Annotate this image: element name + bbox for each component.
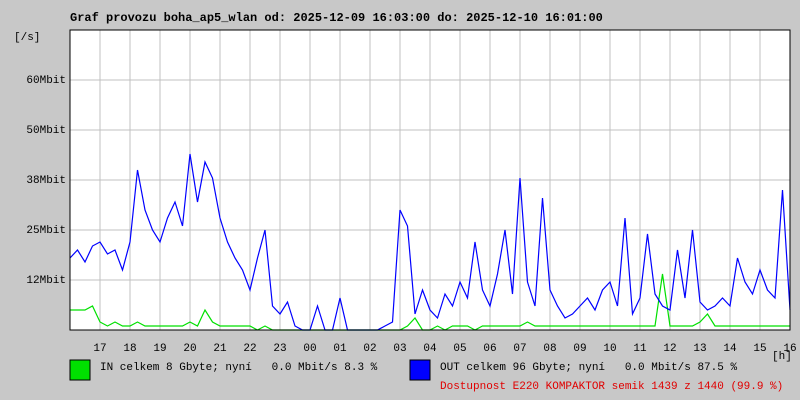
x-tick-label: 02 (363, 343, 376, 355)
legend-entry: IN celkem 8 Gbyte; nyní 0.0 Mbit/s 8.3 % (100, 362, 378, 374)
y-tick-label: 60Mbit (26, 75, 66, 87)
x-tick-label: 19 (153, 343, 166, 355)
x-tick-label: 14 (723, 343, 737, 355)
x-tick-label: 13 (693, 343, 706, 355)
x-tick-label: 05 (453, 343, 466, 355)
x-tick-label: 08 (543, 343, 556, 355)
legend-swatch-in (69, 359, 91, 381)
y-tick-label: 12Mbit (26, 275, 66, 287)
x-tick-label: 18 (123, 343, 136, 355)
x-tick-label: 20 (183, 343, 196, 355)
x-tick-label: 17 (93, 343, 106, 355)
x-tick-label: 03 (393, 343, 406, 355)
y-tick-label: 25Mbit (26, 225, 66, 237)
y-tick-label: 50Mbit (26, 125, 66, 137)
x-tick-label: 15 (753, 343, 766, 355)
x-tick-label: 07 (513, 343, 526, 355)
x-tick-label: 01 (333, 343, 347, 355)
plot-border (69, 29, 791, 331)
x-tick-label: 11 (633, 343, 647, 355)
x-unit: [h] (772, 351, 792, 363)
x-tick-label: 10 (603, 343, 616, 355)
x-tick-label: 12 (663, 343, 676, 355)
availability-note: Dostupnost E220 KOMPAKTOR semik 1439 z 1… (440, 381, 783, 393)
x-tick-label: 23 (273, 343, 286, 355)
x-tick-label: 00 (303, 343, 316, 355)
series-line (69, 153, 791, 331)
legend-entry: OUT celkem 96 Gbyte; nyní 0.0 Mbit/s 87.… (440, 362, 737, 374)
chart-title: Graf provozu boha_ap5_wlan od: 2025-12-0… (70, 11, 603, 25)
x-tick-label: 06 (483, 343, 496, 355)
y-unit: [/s] (14, 32, 40, 44)
x-tick-label: 16 (783, 343, 796, 355)
y-tick-label: 38Mbit (26, 175, 66, 187)
legend-swatch-out (409, 359, 431, 381)
x-tick-label: 21 (213, 343, 227, 355)
x-tick-label: 09 (573, 343, 586, 355)
x-tick-label: 22 (243, 343, 256, 355)
x-tick-label: 04 (423, 343, 437, 355)
